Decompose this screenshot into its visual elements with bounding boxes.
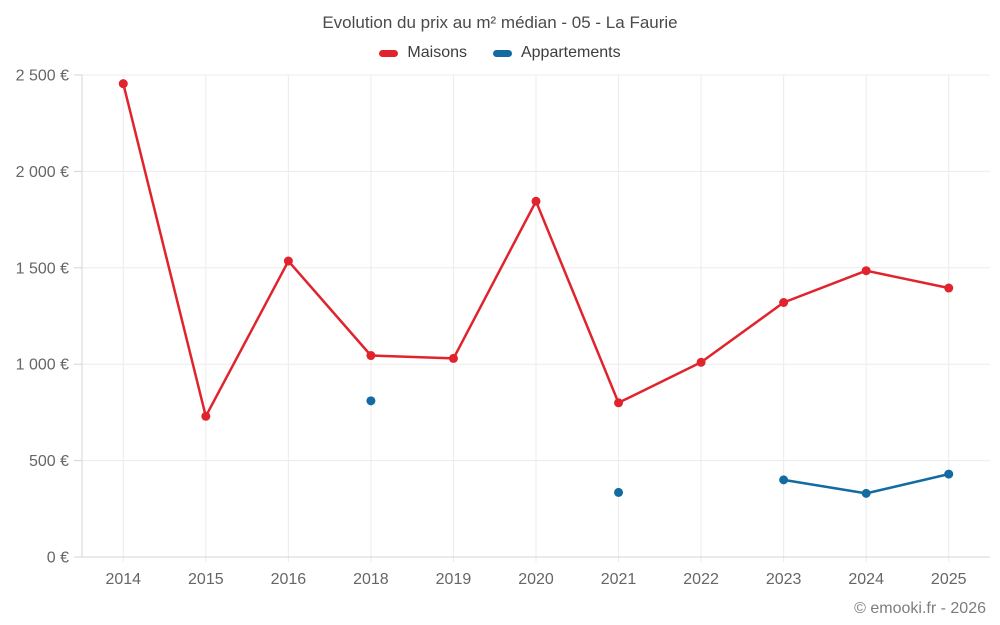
legend-item-maisons[interactable]: Maisons <box>379 44 467 62</box>
y-tick-label: 0 € <box>47 550 69 567</box>
maisons-point[interactable] <box>779 298 789 308</box>
y-tick-label: 1 000 € <box>16 357 69 374</box>
maisons-point[interactable] <box>861 266 871 276</box>
maisons-point[interactable] <box>614 398 624 408</box>
y-tick-label: 2 500 € <box>16 68 69 85</box>
x-tick-label: 2022 <box>683 571 719 588</box>
x-tick-label: 2024 <box>848 571 884 588</box>
maisons-point[interactable] <box>366 351 376 361</box>
x-tick-label: 2019 <box>436 571 472 588</box>
chart-title: Evolution du prix au m² médian - 05 - La… <box>322 13 678 32</box>
maisons-point[interactable] <box>944 283 954 293</box>
appartements-point[interactable] <box>944 469 954 479</box>
x-tick-label: 2014 <box>105 571 141 588</box>
maisons-point[interactable] <box>283 256 293 266</box>
y-tick-label: 1 500 € <box>16 260 69 277</box>
legend-item-label: Maisons <box>407 44 467 61</box>
y-tick-label: 2 000 € <box>16 164 69 181</box>
x-tick-label: 2021 <box>601 571 637 588</box>
maisons-point[interactable] <box>531 196 541 206</box>
maisons-point[interactable] <box>201 411 211 421</box>
chart-legend: Maisons Appartements <box>0 44 1000 62</box>
x-tick-label: 2020 <box>518 571 554 588</box>
appartements-point[interactable] <box>779 475 789 485</box>
appartements-point[interactable] <box>366 396 376 406</box>
y-tick-label: 500 € <box>29 453 69 470</box>
x-tick-label: 2016 <box>271 571 307 588</box>
copyright-text: © emooki.fr - 2026 <box>854 600 986 617</box>
legend-item-label: Appartements <box>520 44 621 61</box>
x-tick-label: 2023 <box>766 571 802 588</box>
x-tick-label: 2025 <box>931 571 967 588</box>
maisons-point[interactable] <box>448 353 458 363</box>
appartements-swatch-icon <box>492 49 512 57</box>
appartements-point[interactable] <box>861 488 871 498</box>
maisons-point[interactable] <box>696 357 706 367</box>
maisons-swatch-icon <box>379 49 399 57</box>
x-tick-label: 2018 <box>353 571 389 588</box>
maisons-point[interactable] <box>118 79 128 89</box>
legend-item-appartements[interactable]: Appartements <box>492 44 621 62</box>
appartements-point[interactable] <box>614 487 624 497</box>
x-tick-label: 2015 <box>188 571 224 588</box>
